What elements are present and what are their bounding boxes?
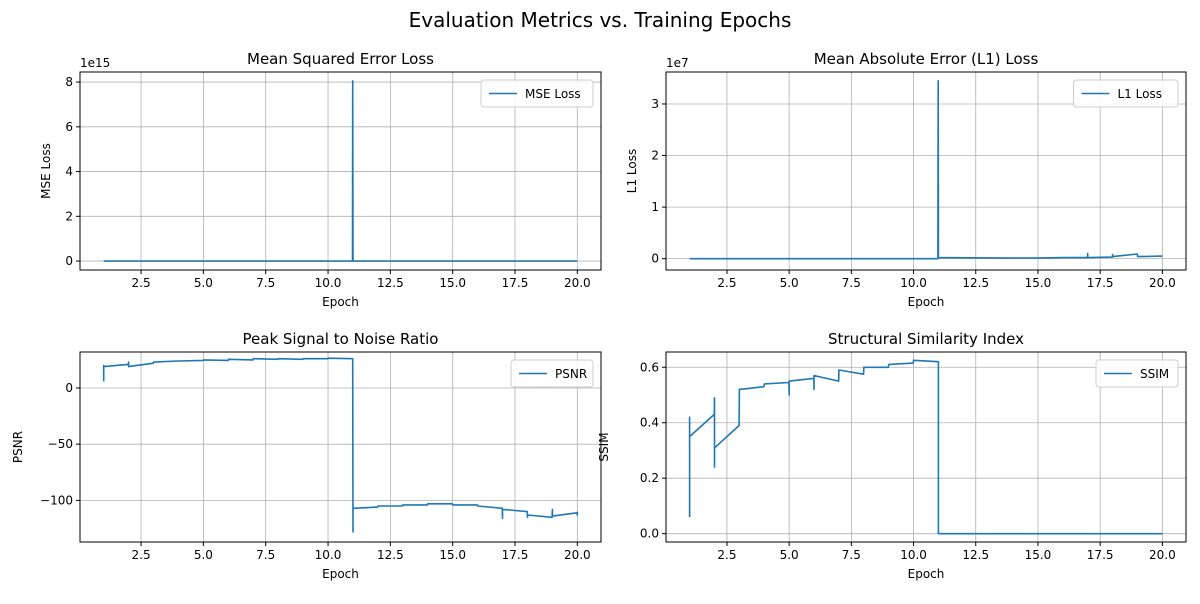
x-tick-label: 5.0 bbox=[780, 276, 799, 290]
legend: SSIM bbox=[1095, 359, 1179, 388]
x-axis-label: Epoch bbox=[908, 295, 945, 309]
legend-label: MSE Loss bbox=[525, 87, 581, 101]
y-tick-label: 0 bbox=[651, 252, 659, 266]
x-tick-label: 12.5 bbox=[377, 548, 404, 562]
x-tick-label: 10.0 bbox=[900, 548, 927, 562]
x-tick-label: 7.5 bbox=[256, 276, 275, 290]
series-line-mse-loss bbox=[103, 80, 578, 262]
x-tick-label: 15.0 bbox=[439, 276, 466, 290]
x-tick-label: 15.0 bbox=[439, 548, 466, 562]
x-tick-label: 2.5 bbox=[717, 548, 736, 562]
figure-suptitle: Evaluation Metrics vs. Training Epochs bbox=[408, 8, 792, 32]
y-tick-label: 1 bbox=[651, 200, 659, 214]
y-tick-label: 2 bbox=[651, 149, 659, 163]
axes-frame bbox=[665, 351, 1187, 543]
x-tick-label: 5.0 bbox=[780, 548, 799, 562]
x-tick-label: 5.0 bbox=[194, 548, 213, 562]
x-tick-label: 5.0 bbox=[194, 276, 213, 290]
subplot-title: Peak Signal to Noise Ratio bbox=[243, 330, 439, 348]
x-tick-label: 17.5 bbox=[1087, 548, 1114, 562]
subplot-title: Structural Similarity Index bbox=[828, 330, 1024, 348]
legend-box bbox=[1095, 359, 1179, 388]
y-axis-label: PSNR bbox=[11, 431, 25, 463]
x-tick-label: 10.0 bbox=[315, 548, 342, 562]
x-axis-label: Epoch bbox=[908, 567, 945, 581]
x-tick-label: 7.5 bbox=[842, 548, 861, 562]
y-tick-label: 2 bbox=[65, 209, 73, 223]
x-tick-label: 2.5 bbox=[132, 548, 151, 562]
x-tick-label: 15.0 bbox=[1025, 276, 1052, 290]
y-tick-label: −50 bbox=[48, 437, 73, 451]
series-line-l1-loss bbox=[689, 80, 1163, 260]
legend: MSE Loss bbox=[480, 79, 594, 108]
x-tick-label: 12.5 bbox=[377, 276, 404, 290]
x-axis-label: Epoch bbox=[322, 295, 359, 309]
subplot-4: 2.5 5.0 7.5 10.0 12.5 15.0 17.5 20.0 0.0 0.2 0.4 0.… bbox=[597, 330, 1187, 581]
subplot-title: Mean Absolute Error (L1) Loss bbox=[814, 50, 1039, 68]
legend-label: PSNR bbox=[555, 367, 587, 381]
y-tick-label: 0.2 bbox=[640, 471, 659, 485]
y-tick-label: 0 bbox=[65, 254, 73, 268]
legend: PSNR bbox=[510, 359, 594, 388]
y-tick-label: 0.6 bbox=[640, 360, 659, 374]
x-tick-label: 20.0 bbox=[564, 548, 591, 562]
subplot-3: 2.5 5.0 7.5 10.0 12.5 15.0 17.5 20.0 −100 −50 0 Pea… bbox=[11, 330, 602, 581]
x-tick-label: 17.5 bbox=[502, 548, 529, 562]
y-tick-label: −100 bbox=[40, 493, 73, 507]
series-line-ssim bbox=[688, 359, 1163, 535]
legend-label: SSIM bbox=[1140, 367, 1169, 381]
axes-frame bbox=[79, 71, 602, 271]
x-tick-label: 12.5 bbox=[962, 548, 989, 562]
y-tick-label: 0.0 bbox=[640, 527, 659, 541]
axes-frame bbox=[665, 71, 1187, 271]
y-axis-label: L1 Loss bbox=[625, 149, 639, 193]
y-tick-label: 4 bbox=[65, 165, 73, 179]
x-tick-label: 2.5 bbox=[132, 276, 151, 290]
axes-frame bbox=[79, 351, 602, 543]
y-tick-label: 0 bbox=[65, 381, 73, 395]
y-axis-label: SSIM bbox=[597, 432, 611, 461]
x-tick-label: 7.5 bbox=[842, 276, 861, 290]
x-tick-label: 10.0 bbox=[900, 276, 927, 290]
x-tick-label: 2.5 bbox=[717, 276, 736, 290]
y-tick-label: 6 bbox=[65, 120, 73, 134]
y-tick-label: 3 bbox=[651, 97, 659, 111]
legend-box bbox=[510, 359, 594, 388]
x-tick-label: 12.5 bbox=[962, 276, 989, 290]
legend: L1 Loss bbox=[1073, 79, 1179, 108]
x-tick-label: 20.0 bbox=[1149, 548, 1176, 562]
x-tick-label: 20.0 bbox=[1149, 276, 1176, 290]
y-offset-label: 1e7 bbox=[666, 56, 689, 70]
x-tick-label: 7.5 bbox=[256, 548, 275, 562]
x-tick-label: 10.0 bbox=[315, 276, 342, 290]
legend-box bbox=[480, 79, 594, 108]
legend-label: L1 Loss bbox=[1118, 87, 1162, 101]
x-tick-label: 15.0 bbox=[1025, 548, 1052, 562]
y-axis-label: MSE Loss bbox=[39, 143, 53, 199]
x-tick-label: 20.0 bbox=[564, 276, 591, 290]
legend-box bbox=[1073, 79, 1179, 108]
subplot-title: Mean Squared Error Loss bbox=[247, 50, 434, 68]
series-line-psnr bbox=[102, 357, 579, 533]
subplot-1: 2.5 5.0 7.5 10.0 12.5 15.0 17.5 20.0 0 2 4 6 8 Mean S… bbox=[39, 50, 602, 309]
y-tick-label: 0.4 bbox=[640, 416, 659, 430]
x-axis-label: Epoch bbox=[322, 567, 359, 581]
x-tick-label: 17.5 bbox=[1087, 276, 1114, 290]
y-tick-label: 8 bbox=[65, 75, 73, 89]
subplot-2: 2.5 5.0 7.5 10.0 12.5 15.0 17.5 20.0 0 1 2 3 Mean Ab… bbox=[625, 50, 1187, 309]
x-tick-label: 17.5 bbox=[502, 276, 529, 290]
y-offset-label: 1e15 bbox=[80, 56, 110, 70]
